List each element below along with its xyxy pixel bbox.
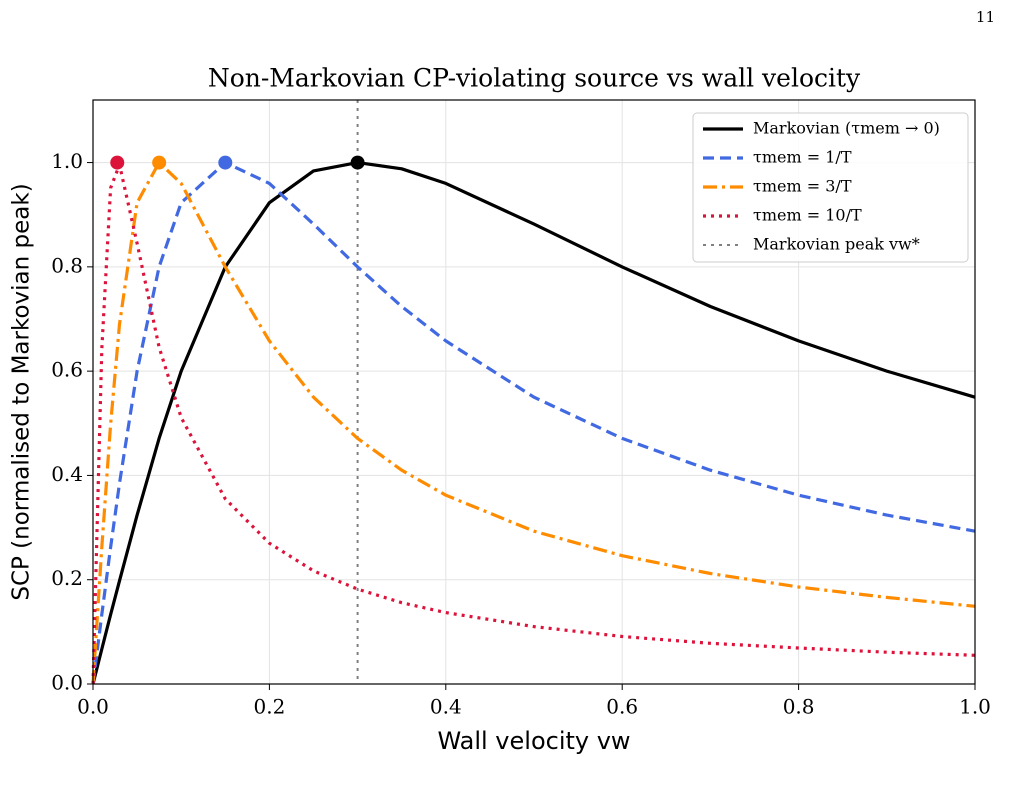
page-number: 11 [976, 8, 995, 26]
x-tick-label: 0.2 [253, 695, 285, 719]
legend-label: τmem = 10/T [753, 206, 862, 225]
legend-label: Markovian (τmem → 0) [753, 119, 940, 138]
x-tick-label: 1.0 [959, 695, 991, 719]
x-tick-label: 0.6 [606, 695, 638, 719]
peak-marker [218, 155, 233, 170]
x-tick-label: 0.0 [77, 695, 109, 719]
legend-label: τmem = 3/T [753, 177, 852, 196]
y-tick-label: 0.6 [51, 358, 83, 382]
legend-label: Markovian peak vw* [753, 235, 920, 254]
y-tick-label: 0.8 [51, 253, 83, 277]
series-line [91, 161, 976, 685]
series-line [91, 161, 976, 685]
peak-marker [350, 155, 365, 170]
y-axis-label: SCP (normalised to Markovian peak) [9, 183, 35, 600]
peak-marker [110, 155, 125, 170]
legend-label: τmem = 1/T [753, 148, 852, 167]
y-tick-label: 0.4 [51, 462, 83, 486]
plot-frame [92, 99, 976, 685]
peak-marker [152, 155, 167, 170]
y-tick-label: 0.2 [51, 566, 83, 590]
y-tick-label: 1.0 [51, 149, 83, 173]
series-line [91, 161, 976, 685]
legend-box [692, 112, 969, 263]
x-tick-label: 0.8 [783, 695, 815, 719]
x-axis-label: Wall velocity vw [437, 727, 630, 755]
y-tick-label: 0.0 [51, 671, 83, 695]
x-tick-label: 0.4 [430, 695, 462, 719]
chart-title: Non-Markovian CP-violating source vs wal… [208, 64, 861, 93]
